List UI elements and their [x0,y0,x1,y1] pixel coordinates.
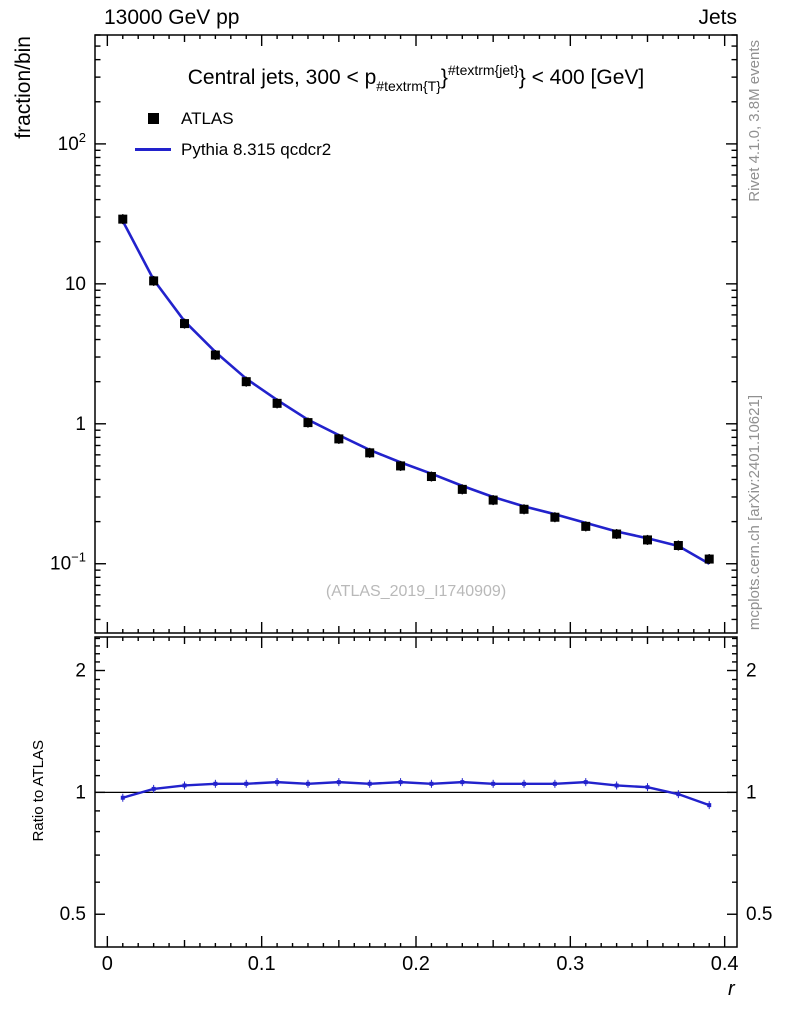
svg-text:0.4: 0.4 [711,953,739,975]
svg-text:2: 2 [75,661,86,682]
beam-energy-label: 13000 GeV pp [104,6,240,29]
y-axis-label: fraction/bin [12,36,35,139]
svg-text:0.1: 0.1 [248,953,276,975]
legend-item-pythia: Pythia 8.315 qcdcr2 [133,134,331,165]
svg-text:0.5: 0.5 [746,904,772,925]
plot-title-superscript: #textrm{jet} [447,62,519,78]
svg-text:1: 1 [746,782,757,803]
svg-text:1: 1 [75,414,86,435]
svg-text:0.5: 0.5 [60,904,86,925]
svg-text:102: 102 [58,130,86,155]
plot-title-brace: } [440,66,448,89]
plot-title-tail: } < 400 [GeV] [518,66,645,89]
svg-text:10: 10 [65,274,86,295]
ratio-axis-label: Ratio to ATLAS [30,740,47,842]
pythia-line-swatch [133,148,173,151]
svg-text:10−1: 10−1 [50,550,86,575]
analysis-group-label: Jets [698,6,737,29]
analysis-id-watermark: (ATLAS_2019_I1740909) [325,583,507,600]
svg-text:0.2: 0.2 [402,953,430,975]
legend-label-atlas: ATLAS [181,108,234,128]
x-axis-label: r [728,978,735,1000]
legend-item-atlas: ATLAS [133,103,331,134]
filled-square-icon [147,113,159,124]
plot-title-subscript: #textrm{T} [376,78,441,94]
plot-title: Central jets, 300 < p#textrm{T}}#textrm{… [188,58,644,98]
rivet-version-note: Rivet 4.1.0, 3.8M events [746,40,763,202]
svg-text:2: 2 [746,661,757,682]
svg-text:1: 1 [75,782,86,803]
plot-title-text: Central jets, 300 < p [187,66,377,89]
line-marker-icon [135,148,171,151]
legend-label-pythia: Pythia 8.315 qcdcr2 [181,139,332,159]
legend: ATLAS Pythia 8.315 qcdcr2 [133,103,331,165]
svg-text:0.3: 0.3 [556,953,584,975]
atlas-marker-swatch [133,113,173,124]
mcplots-arxiv-note: mcplots.cern.ch [arXiv:2401.10621] [746,394,763,630]
svg-text:0: 0 [102,953,113,975]
